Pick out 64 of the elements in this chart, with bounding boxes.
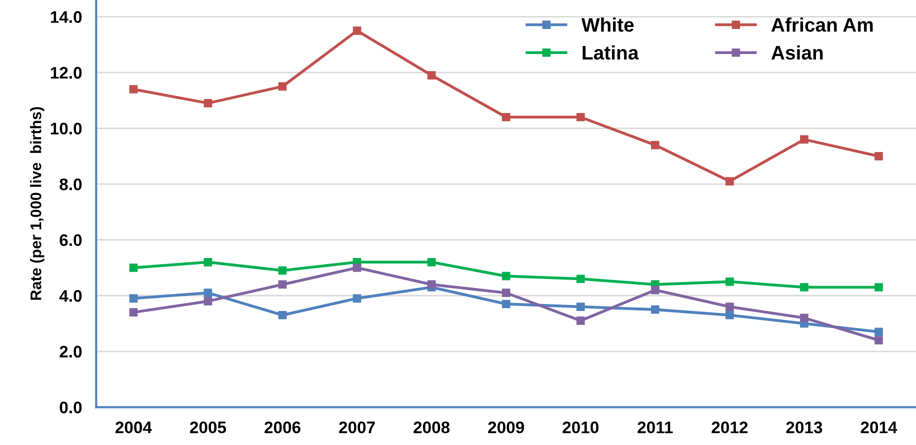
point (129, 85, 138, 94)
point (650, 140, 660, 150)
y-axis-title: Rate (per 1,000 live births) (30, 107, 44, 300)
x-tick-label: 2004 (115, 422, 152, 434)
x-tick-label: 2014 (860, 422, 898, 434)
x-tick-label: 2007 (339, 422, 375, 434)
legend-label: African Am (771, 18, 873, 32)
point (726, 278, 734, 286)
point (278, 266, 287, 275)
point (502, 288, 510, 297)
point (800, 283, 808, 292)
y-tick-label: 6.0 (60, 234, 82, 246)
y-tick-label: 2.0 (60, 346, 82, 358)
point (874, 283, 883, 292)
point (576, 274, 585, 284)
point (204, 258, 212, 266)
point (352, 26, 362, 35)
point (726, 177, 734, 186)
x-tick-label: 2011 (638, 422, 673, 434)
x-tick-label: 2009 (488, 422, 524, 434)
x-tick-label: 2013 (786, 422, 822, 434)
x-tick-label: 2006 (264, 422, 300, 434)
point (576, 112, 585, 122)
point (129, 294, 138, 303)
point (576, 302, 585, 311)
point (204, 297, 212, 306)
point (129, 264, 138, 272)
point (278, 82, 287, 91)
point (800, 314, 808, 322)
x-tick-label: 2012 (712, 422, 748, 434)
legend-label: White (581, 18, 634, 32)
y-tick-label: 8.0 (60, 178, 82, 190)
point (129, 308, 138, 317)
point (576, 316, 585, 325)
legend-label: Asian (771, 45, 823, 60)
y-tick-label: 12.0 (50, 66, 82, 79)
point (874, 336, 883, 344)
point (427, 258, 436, 266)
point (427, 71, 436, 80)
y-tick-label: 0.0 (60, 402, 82, 414)
point (427, 280, 436, 289)
point (874, 152, 883, 160)
x-tick-label: 2010 (562, 422, 598, 434)
point (204, 99, 212, 108)
point (352, 264, 362, 272)
legend-label: Latina (582, 45, 639, 60)
point (502, 300, 510, 308)
x-tick-label: 2005 (190, 422, 226, 434)
point (502, 112, 510, 122)
y-tick-label: 4.0 (59, 290, 82, 302)
point (650, 305, 660, 314)
point (278, 310, 287, 320)
point (726, 302, 734, 311)
point (352, 294, 362, 303)
x-tick-label: 2008 (414, 422, 450, 434)
point (726, 310, 734, 320)
point (800, 135, 808, 144)
point (278, 280, 287, 289)
point (874, 328, 883, 336)
y-tick-label: 14.0 (50, 11, 82, 23)
point (204, 288, 212, 297)
point (650, 286, 660, 294)
point (502, 272, 510, 280)
y-tick-label: 10.0 (50, 122, 82, 134)
